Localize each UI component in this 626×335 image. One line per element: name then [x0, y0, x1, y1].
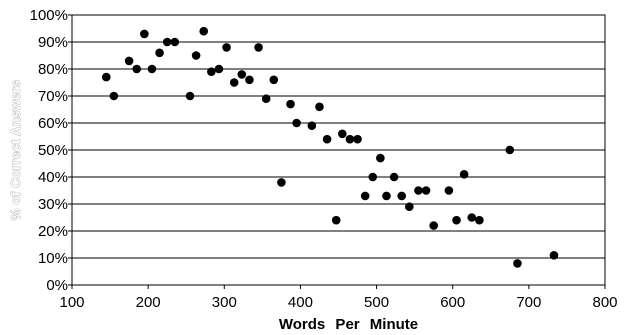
y-tick-label: 0%	[46, 277, 68, 294]
data-point	[513, 259, 522, 268]
data-point	[421, 186, 431, 195]
data-point	[405, 202, 414, 211]
data-point	[214, 64, 224, 74]
data-point	[245, 75, 254, 85]
data-point	[360, 191, 370, 201]
y-tick-label: 100%	[30, 7, 68, 24]
y-tick-label: 60%	[38, 115, 68, 132]
x-tick-label: 700	[516, 294, 541, 311]
x-axis-ticks: 100 200 300 400 500 600 700 800	[59, 285, 618, 311]
data-point	[222, 43, 231, 52]
data-point	[292, 118, 301, 128]
data-point	[429, 221, 438, 230]
data-point	[124, 56, 134, 66]
y-tick-label: 70%	[38, 88, 68, 105]
y-axis-ticks: 0% 10% 20% 30% 40% 50% 60% 70% 80% 90% 100%	[30, 7, 72, 294]
data-points	[101, 26, 559, 268]
data-point	[109, 91, 119, 101]
y-tick-label: 10%	[38, 250, 68, 267]
data-point	[549, 251, 559, 260]
data-point	[261, 94, 271, 103]
data-point	[162, 37, 172, 47]
data-point	[315, 102, 324, 112]
data-point	[286, 99, 295, 109]
y-axis-label: % of Correct Answers	[8, 80, 23, 221]
data-point	[353, 134, 362, 144]
data-point	[254, 43, 263, 52]
data-point	[444, 186, 454, 195]
x-tick-label: 300	[212, 294, 237, 311]
data-point	[191, 51, 201, 60]
data-point	[147, 64, 157, 74]
data-point	[269, 75, 279, 85]
y-tick-label: 20%	[38, 223, 68, 240]
data-point	[170, 37, 180, 47]
data-point	[382, 191, 391, 201]
data-point	[376, 153, 385, 163]
data-point	[389, 172, 399, 182]
data-point	[452, 215, 461, 225]
data-point	[229, 78, 239, 87]
data-point	[185, 91, 195, 101]
data-point	[397, 191, 406, 201]
x-tick-label: 400	[288, 294, 313, 311]
x-tick-label: 500	[364, 294, 389, 311]
data-point	[368, 172, 378, 182]
y-tick-label: 80%	[38, 61, 68, 78]
data-point	[467, 213, 477, 222]
data-point	[505, 145, 515, 155]
x-axis-label: Words Per Minute	[279, 316, 418, 333]
x-tick-label: 800	[592, 294, 617, 311]
x-tick-label: 600	[440, 294, 465, 311]
data-point	[101, 72, 111, 82]
x-tick-label: 100	[59, 294, 84, 311]
y-tick-label: 50%	[38, 142, 68, 159]
y-tick-label: 90%	[38, 34, 68, 51]
x-tick-label: 200	[136, 294, 161, 311]
data-point	[322, 134, 332, 144]
data-point	[338, 129, 347, 139]
data-point	[414, 186, 423, 195]
data-point	[237, 70, 247, 79]
data-point	[207, 67, 216, 76]
data-point	[307, 121, 317, 130]
data-point	[345, 134, 355, 144]
data-point	[132, 64, 142, 74]
data-point	[277, 178, 286, 187]
y-tick-label: 40%	[38, 169, 68, 186]
data-point	[475, 215, 484, 225]
y-tick-label: 30%	[38, 196, 68, 213]
data-point	[331, 215, 341, 225]
gridlines	[72, 41, 605, 259]
data-point	[199, 26, 209, 36]
data-point	[155, 48, 164, 58]
data-point	[140, 29, 149, 39]
data-point	[459, 170, 469, 179]
